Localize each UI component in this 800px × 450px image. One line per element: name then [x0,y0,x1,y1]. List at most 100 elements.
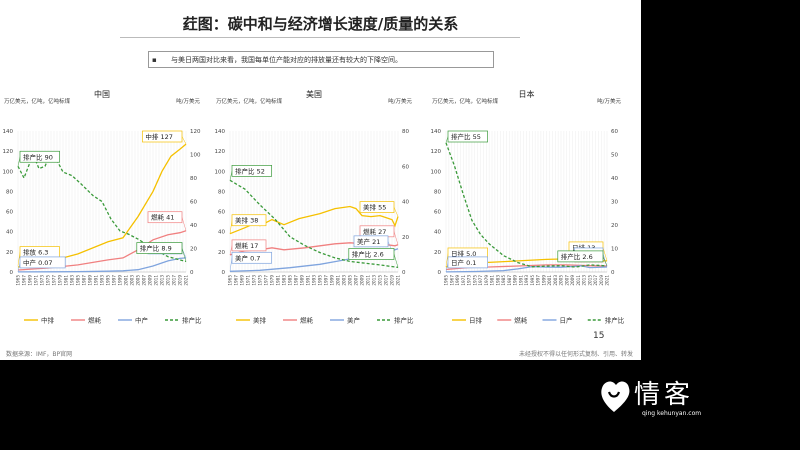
x-tick-label: 1999 [118,275,123,286]
x-tick-label: 1989 [513,275,518,286]
x-tick-label: 2001 [124,275,129,286]
x-tick-label: 2007 [354,275,359,286]
page-number: 15 [593,331,605,341]
x-tick-label: 2013 [160,275,165,286]
data-label-box [231,239,267,252]
x-tick-label: 1967 [234,275,239,286]
x-tick-label: 1987 [507,275,512,286]
y-tick-right: 100 [190,153,201,159]
x-tick-label: 1979 [58,275,63,286]
y-tick-left: 100 [3,169,14,175]
x-tick-label: 2011 [154,275,159,286]
data-label: 排产比 90 [23,152,53,161]
x-tick-label: 2019 [178,275,183,286]
x-tick-label: 1997 [324,275,329,286]
x-tick-label: 2001 [336,275,341,286]
x-tick-label: 1981 [490,275,495,286]
y-tick-left: 40 [434,230,441,236]
y-tick-right: 40 [402,200,409,206]
y-tick-right: 20 [402,235,409,241]
label-leader [602,247,608,261]
y-tick-left: 80 [218,189,225,195]
logo-text: 情客 [634,380,695,410]
y-tick-right: 50 [611,153,618,159]
data-label: 美排 55 [363,203,386,212]
y-tick-right: 0 [402,270,406,276]
x-tick-label: 1985 [288,275,293,286]
x-tick-label: 1999 [330,275,335,286]
legend-label: 日排 [469,316,483,325]
title-divider [120,37,520,38]
x-tick-label: 1989 [88,275,93,286]
y-tick-right: 40 [190,223,197,229]
y-tick-left: 120 [3,149,14,155]
x-tick-label: 2021 [396,275,401,286]
data-label: 燃耗 41 [151,213,174,222]
x-tick-label: 1989 [300,275,305,286]
y-tick-left: 120 [215,149,226,155]
y-axis-label-left: 万亿美元，亿吨，亿吨标煤 [216,97,283,105]
x-tick-label: 2017 [384,275,389,286]
x-tick-label: 2009 [360,275,365,286]
x-tick-label: 1979 [270,275,275,286]
y-tick-left: 20 [434,250,441,256]
y-tick-right: 0 [190,270,194,276]
x-tick-label: 2007 [142,275,147,286]
data-label-box [353,235,389,248]
data-label: 燃耗 27 [363,227,386,236]
chart-title: 美国 [306,89,322,99]
x-tick-label: 1965 [228,275,233,286]
chart-title: 中国 [94,89,110,99]
x-tick-label: 1973 [467,275,472,286]
series-line-ratio [17,150,187,263]
label-leader [181,136,187,145]
x-tick-label: 1965 [16,275,21,286]
y-tick-left: 140 [3,129,14,135]
legend-label: 中产 [135,316,149,325]
legend-label: 排产比 [605,316,625,325]
y-tick-right: 20 [190,247,197,253]
x-tick-label: 1975 [258,275,263,286]
data-label-box [231,251,272,264]
x-tick-label: 1981 [64,275,69,286]
x-tick-label: 1997 [112,275,117,286]
logo-subtext: qing kehunyan.com [642,410,702,417]
y-tick-right: 30 [611,200,618,206]
y-tick-left: 100 [431,169,442,175]
y-tick-right: 80 [402,129,409,135]
y-axis-label-right: 吨/万美元 [597,97,621,105]
slide: 荭图：碳中和与经济增长速度/质量的关系 ▪ 与美日两国对比来看，我国每单位产能对… [0,0,641,360]
series-line-emission [17,143,187,268]
data-label-box [348,248,395,260]
y-tick-left: 40 [6,230,13,236]
y-tick-left: 0 [10,270,14,276]
x-tick-label: 1975 [46,275,51,286]
label-leader [181,247,187,262]
x-tick-label: 1991 [94,275,99,286]
label-leader [393,231,399,245]
x-tick-label: 1993 [524,275,529,286]
x-tick-label: 2019 [599,275,604,286]
y-tick-right: 60 [190,200,197,206]
y-tick-left: 120 [431,149,442,155]
series-line-gdp [17,257,187,273]
data-label-box [136,242,183,254]
data-label: 日排 5.0 [451,249,476,258]
data-label-box [447,130,488,143]
data-label-box [19,150,60,163]
data-label: 排产比 2.6 [561,252,593,261]
data-label-box [19,256,66,269]
x-tick-label: 1967 [22,275,27,286]
y-tick-right: 10 [611,247,618,253]
x-tick-label: 2009 [570,275,575,286]
y-tick-left: 60 [6,210,13,216]
data-label: 排产比 8.9 [140,244,172,253]
x-tick-label: 1971 [246,275,251,286]
series-line-ratio [445,142,608,268]
x-tick-label: 1995 [530,275,535,286]
label-leader [602,256,608,266]
y-tick-left: 20 [218,250,225,256]
x-tick-label: 1977 [52,275,57,286]
data-label: 美产 21 [357,237,380,246]
x-tick-label: 1969 [28,275,33,286]
